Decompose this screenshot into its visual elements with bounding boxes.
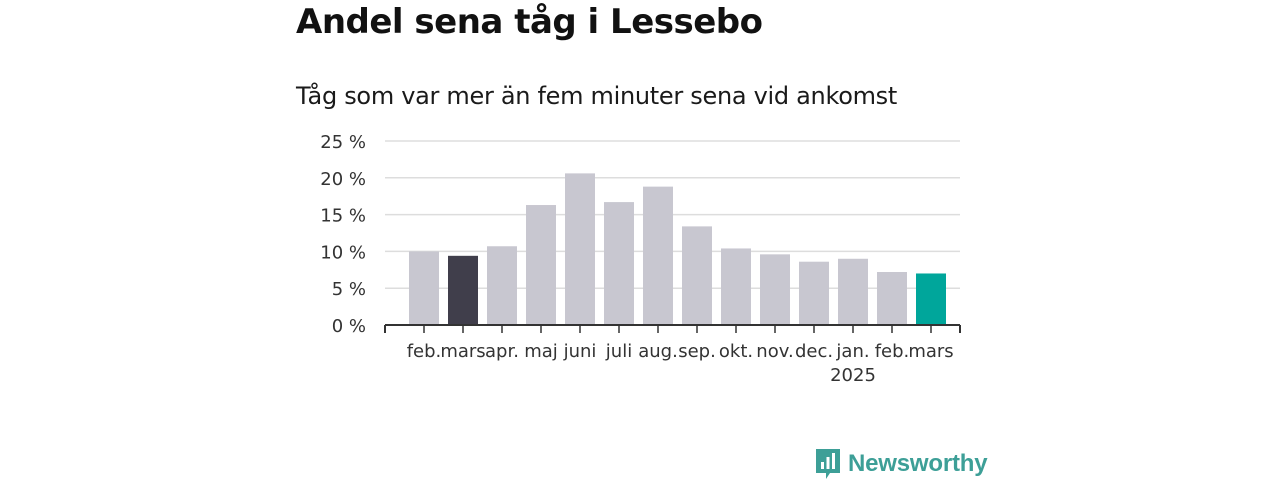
x-tick-label: okt. bbox=[719, 341, 753, 362]
x-tick-label: juni bbox=[563, 341, 597, 362]
bar-9 bbox=[721, 248, 751, 325]
bar-6 bbox=[604, 202, 634, 325]
chart-title: Andel sena tåg i Lessebo bbox=[296, 2, 763, 42]
x-tick-label: dec. bbox=[795, 341, 833, 362]
bar-3 bbox=[487, 246, 517, 325]
bars bbox=[409, 173, 946, 325]
y-tick-label: 15 % bbox=[320, 206, 366, 227]
bar-5 bbox=[565, 173, 595, 325]
bar-4 bbox=[526, 205, 556, 325]
y-tick-label: 0 % bbox=[332, 316, 366, 337]
x-tick-label: feb. bbox=[875, 341, 910, 362]
y-tick-label: 25 % bbox=[320, 132, 366, 153]
bar-1 bbox=[409, 251, 439, 325]
x-tick-label: feb. bbox=[407, 341, 442, 362]
x-tick-label: nov. bbox=[756, 341, 793, 362]
x-tick-label: apr. bbox=[485, 341, 519, 362]
bar-2 bbox=[448, 255, 478, 325]
bar-14 bbox=[916, 273, 946, 325]
x-tick-label: sep. bbox=[678, 341, 716, 362]
newsworthy-brand: Newsworthy bbox=[814, 446, 988, 482]
bar-13 bbox=[877, 272, 907, 325]
x-tick-label: maj bbox=[524, 341, 558, 362]
y-axis-ticks: 0 % 5 % 10 % 15 % 20 % 25 % bbox=[320, 132, 366, 337]
bar-10 bbox=[760, 254, 790, 325]
x-tick-label: jan. bbox=[835, 341, 869, 362]
bar-11 bbox=[799, 261, 829, 325]
y-tick-label: 5 % bbox=[332, 279, 366, 300]
x-tick-label: mars bbox=[908, 341, 953, 362]
x-tick-label: mars bbox=[440, 341, 485, 362]
y-tick-label: 10 % bbox=[320, 242, 366, 263]
bar-7 bbox=[643, 186, 673, 325]
y-tick-label: 20 % bbox=[320, 169, 366, 190]
x-tick-label: juli bbox=[605, 341, 632, 362]
bar-12 bbox=[838, 258, 868, 325]
newsworthy-brand-name: Newsworthy bbox=[848, 450, 988, 477]
bar-8 bbox=[682, 226, 712, 325]
x-axis bbox=[384, 324, 961, 333]
x-tick-year-label: 2025 bbox=[830, 365, 876, 386]
x-tick-label: aug. bbox=[638, 341, 678, 362]
x-axis-ticks: feb. mars apr. maj juni juli aug. sep. okt. nov. d… bbox=[407, 325, 954, 386]
chart-subtitle: Tåg som var mer än fem minuter sena vid … bbox=[296, 82, 897, 110]
newsworthy-logo-icon bbox=[816, 449, 840, 479]
